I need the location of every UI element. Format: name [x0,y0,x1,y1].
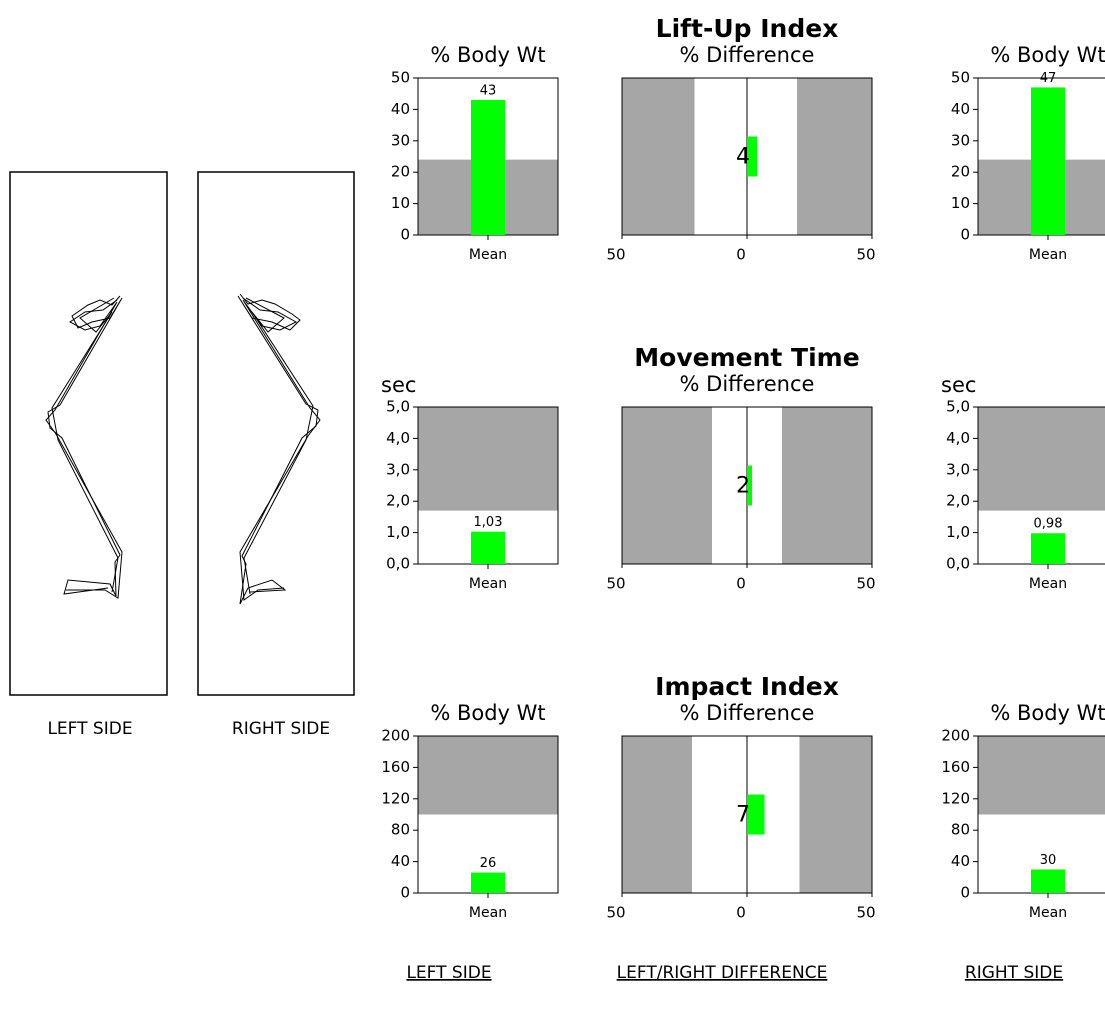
value-label: 43 [480,83,497,98]
leg-trace-left [46,296,122,598]
y-tick-label: 50 [951,69,970,87]
y-axis-label: % Body Wt [990,701,1105,725]
footer-label: RIGHT SIDE [965,963,1063,983]
section-subtitle: % Difference [680,43,815,67]
y-tick-label: 2,0 [386,492,410,510]
section-subtitle: % Difference [680,701,815,725]
normal-range [418,736,558,815]
y-tick-label: 4,0 [386,429,410,447]
y-axis-label: % Body Wt [430,43,545,67]
normal-range [978,736,1105,815]
y-tick-label: 5,0 [946,398,970,416]
section-title: Impact Index [655,672,839,701]
y-axis-label: sec [941,373,976,397]
y-tick-label: 200 [941,727,970,745]
y-tick-label: 1,0 [386,523,410,541]
y-tick-label: 50 [391,69,410,87]
x-tick-label: 0 [736,904,746,922]
outside-range [800,736,873,893]
y-tick-label: 1,0 [946,523,970,541]
y-tick-label: 4,0 [946,429,970,447]
section-subtitle: % Difference [680,372,815,396]
leg-panel [198,172,354,695]
y-tick-label: 160 [381,758,410,776]
y-tick-label: 160 [941,758,970,776]
y-tick-label: 40 [391,100,410,118]
diff-value-label: 2 [736,474,750,499]
y-tick-label: 3,0 [386,460,410,478]
value-label: 1,03 [474,515,503,530]
value-label: 26 [480,856,497,871]
category-label: Mean [469,247,507,263]
category-label: Mean [469,576,507,592]
y-tick-label: 10 [951,194,970,212]
y-tick-label: 120 [941,789,970,807]
screen: LEFT SIDE RIGHT SIDE LEFT SIDE LEFT/RIGH… [0,0,1105,1010]
y-tick-label: 30 [951,131,970,149]
y-tick-label: 0 [960,884,970,902]
x-tick-label: 50 [856,904,875,922]
outside-range [622,736,692,893]
y-tick-label: 5,0 [386,398,410,416]
value-label: 47 [1040,71,1057,86]
footer-label: LEFT SIDE [406,963,491,983]
y-axis-label: sec [381,373,416,397]
diff-value-label: 7 [736,803,750,828]
bar [471,532,505,564]
normal-range [418,407,558,511]
value-label: 0,98 [1034,517,1063,532]
x-tick-label: 50 [606,246,625,264]
x-tick-label: 50 [856,575,875,593]
bar [1031,533,1065,564]
normal-range [978,407,1105,511]
x-tick-label: 50 [606,904,625,922]
section-title: Movement Time [634,343,859,372]
x-tick-label: 50 [856,246,875,264]
leg-trace-right [238,294,320,604]
y-tick-label: 40 [391,852,410,870]
outside-range [622,407,712,564]
y-axis-label: % Body Wt [990,43,1105,67]
x-tick-label: 50 [606,575,625,593]
y-tick-label: 20 [951,163,970,181]
category-label: Mean [469,905,507,921]
footer-label: LEFT/RIGHT DIFFERENCE [617,963,828,983]
bar [1031,87,1065,235]
x-tick-label: 0 [736,246,746,264]
bar [471,873,505,893]
section-title: Lift-Up Index [656,14,839,43]
y-tick-label: 200 [381,727,410,745]
y-tick-label: 40 [951,100,970,118]
leg-label: LEFT SIDE [47,719,132,739]
outside-range [782,407,872,564]
page: {"leg_labels": ["LEFT SIDE", "RIGHT SIDE… [0,0,1105,1010]
y-tick-label: 10 [391,194,410,212]
y-tick-label: 0,0 [386,555,410,573]
bar [1031,869,1065,893]
y-tick-label: 0 [400,226,410,244]
y-tick-label: 80 [951,821,970,839]
x-tick-label: 0 [736,575,746,593]
category-label: Mean [1029,905,1067,921]
category-label: Mean [1029,247,1067,263]
y-tick-label: 40 [951,852,970,870]
y-tick-label: 2,0 [946,492,970,510]
y-tick-label: 0 [960,226,970,244]
y-tick-label: 120 [381,789,410,807]
y-tick-label: 30 [391,131,410,149]
diff-value-label: 4 [736,145,750,170]
y-axis-label: % Body Wt [430,701,545,725]
category-label: Mean [1029,576,1067,592]
outside-range [797,78,872,235]
leg-label: RIGHT SIDE [232,719,330,739]
y-tick-label: 3,0 [946,460,970,478]
outside-range [622,78,695,235]
y-tick-label: 0 [400,884,410,902]
leg-panel [10,172,167,695]
y-tick-label: 80 [391,821,410,839]
bar [471,100,505,235]
y-tick-label: 20 [391,163,410,181]
y-tick-label: 0,0 [946,555,970,573]
value-label: 30 [1040,853,1057,868]
